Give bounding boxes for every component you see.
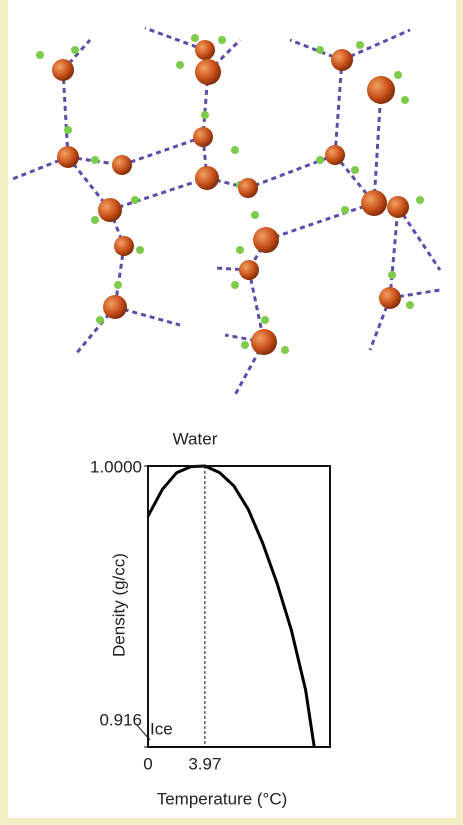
y-tick-label: 1.0000: [90, 457, 142, 476]
page: Water Density (g/cc) Temperature (°C) Ic…: [0, 0, 463, 825]
x-tick-label: 0: [143, 754, 152, 773]
x-tick-label: 3.97: [188, 754, 221, 773]
y-axis-label: Density (g/cc): [109, 553, 128, 657]
chart-title: Water: [173, 429, 218, 448]
x-axis-label: Temperature (°C): [157, 789, 288, 808]
y-tick-label: 0.916: [99, 710, 142, 729]
panel: [8, 0, 456, 818]
annotation: Ice: [150, 719, 173, 738]
figure: Water Density (g/cc) Temperature (°C) Ic…: [0, 0, 463, 825]
